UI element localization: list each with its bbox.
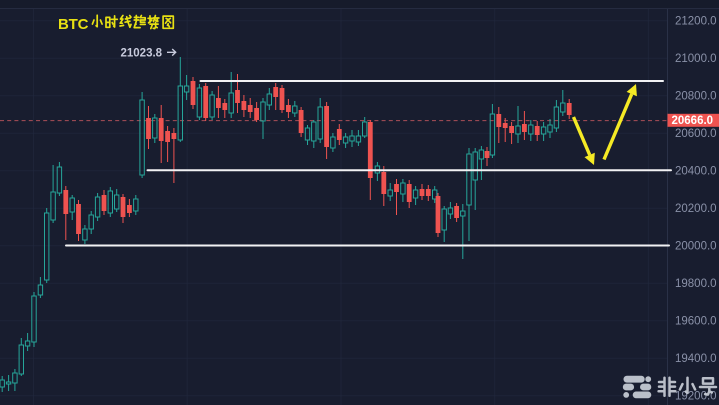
svg-text:21000.0: 21000.0 [675, 53, 717, 65]
svg-text:21023.8: 21023.8 [121, 48, 163, 60]
svg-text:19400.0: 19400.0 [675, 353, 717, 365]
svg-text:21200.0: 21200.0 [675, 16, 717, 28]
svg-text:20800.0: 20800.0 [675, 91, 717, 103]
svg-text:20600.0: 20600.0 [675, 128, 717, 140]
svg-text:20666.0: 20666.0 [672, 115, 714, 127]
svg-text:19600.0: 19600.0 [675, 316, 717, 328]
svg-text:19800.0: 19800.0 [675, 278, 717, 290]
svg-text:BTC: BTC [58, 16, 89, 33]
svg-text:20000.0: 20000.0 [675, 241, 717, 253]
svg-text:20400.0: 20400.0 [675, 166, 717, 178]
svg-text:20200.0: 20200.0 [675, 203, 717, 215]
